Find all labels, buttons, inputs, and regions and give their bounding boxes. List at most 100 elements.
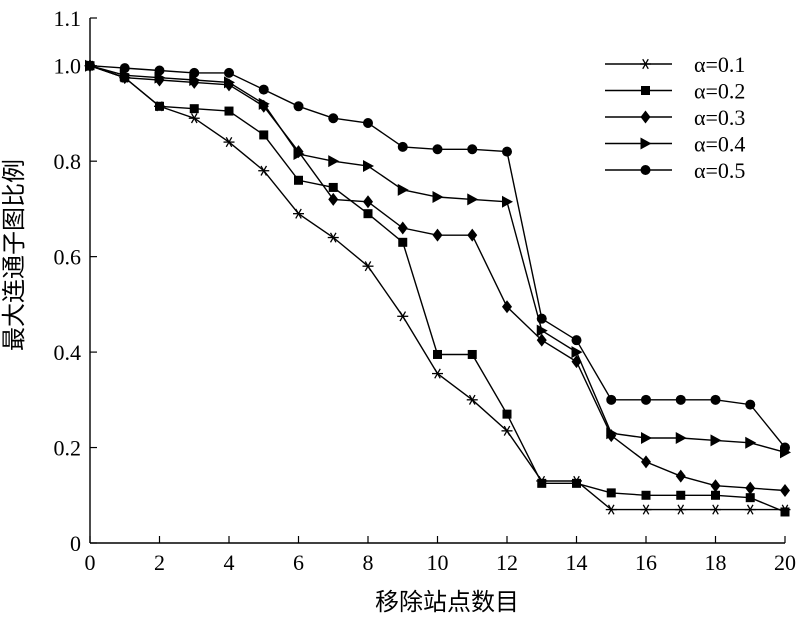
legend-item: α=0.3 (605, 105, 745, 130)
data-point (710, 504, 721, 515)
data-point (780, 507, 790, 517)
data-point (675, 432, 687, 444)
data-point (294, 175, 303, 185)
data-point (258, 165, 270, 176)
data-point (188, 113, 200, 124)
data-point (467, 349, 477, 359)
data-point (710, 394, 721, 405)
data-point (780, 442, 790, 453)
data-point (502, 300, 512, 314)
data-point (536, 324, 548, 337)
data-point (189, 67, 200, 78)
data-point (606, 427, 618, 440)
legend-label: α=0.1 (694, 52, 745, 77)
data-point (363, 195, 373, 209)
data-point (467, 144, 478, 155)
x-tick-label: 8 (363, 550, 374, 575)
x-tick-label: 0 (85, 550, 96, 575)
data-point (85, 60, 95, 71)
data-point (466, 394, 478, 405)
series-line (89, 65, 786, 448)
data-point (258, 84, 269, 95)
data-point (710, 479, 721, 493)
legend-marker (640, 58, 651, 70)
legend-marker (641, 86, 650, 95)
legend-item: α=0.4 (605, 132, 745, 157)
data-point (397, 221, 408, 235)
data-point (328, 192, 339, 206)
data-point (641, 490, 651, 500)
x-tick-label: 16 (635, 550, 657, 575)
legend-label: α=0.4 (694, 132, 745, 157)
data-point (224, 76, 235, 89)
legend-marker (640, 110, 651, 124)
series-3 (85, 59, 790, 497)
data-point (119, 63, 130, 74)
legend-item: α=0.1 (605, 52, 745, 77)
y-tick-label: 0.2 (54, 436, 82, 461)
data-point (641, 432, 652, 444)
legend-marker (640, 137, 652, 150)
data-point (745, 436, 757, 449)
data-point (571, 335, 582, 346)
data-point (432, 228, 443, 242)
x-tick-label: 20 (774, 550, 796, 575)
data-point (432, 190, 444, 203)
y-tick-label: 1.0 (54, 54, 82, 79)
data-point (606, 394, 617, 405)
series-line (89, 65, 785, 511)
data-point (362, 261, 374, 272)
data-point (536, 313, 547, 324)
data-point (744, 504, 756, 515)
data-point (433, 349, 442, 359)
data-point (675, 504, 687, 515)
series-line (89, 65, 786, 453)
data-point (571, 346, 583, 359)
data-point (397, 311, 409, 322)
data-point (537, 478, 547, 488)
data-point (710, 434, 722, 447)
data-point (745, 493, 755, 503)
data-point (258, 97, 270, 110)
x-tick-label: 12 (496, 550, 518, 575)
legend-item: α=0.5 (605, 158, 745, 183)
data-point (641, 455, 651, 469)
axes: 0 2 4 6 8 10 12 14 16 18 20 0 0.2 0.4 0.6 0.8 1.0 1.1 (54, 6, 797, 575)
data-point (432, 368, 443, 379)
series-5 (85, 60, 790, 453)
legend: α=0.1α=0.2α=0.3α=0.4α=0.5 (605, 52, 745, 183)
data-point (293, 101, 304, 112)
data-point (398, 237, 408, 247)
series-4 (85, 59, 791, 459)
series-2 (85, 61, 790, 517)
data-point (363, 159, 374, 172)
data-point (293, 148, 305, 161)
legend-label: α=0.5 (694, 158, 745, 183)
series-layer (84, 59, 791, 517)
data-point (605, 504, 617, 515)
data-point (641, 394, 651, 405)
data-point (327, 232, 339, 243)
legend-item: α=0.2 (605, 79, 745, 104)
data-point (328, 155, 340, 168)
data-point (745, 399, 756, 410)
data-point (502, 195, 513, 208)
data-point (640, 504, 652, 515)
data-point (397, 183, 409, 196)
data-point (780, 484, 790, 497)
data-point (154, 65, 165, 76)
x-tick-label: 2 (154, 550, 165, 575)
data-point (397, 141, 408, 152)
data-point (155, 101, 164, 111)
data-point (293, 208, 304, 219)
legend-marker (640, 165, 651, 175)
data-point (259, 130, 269, 140)
data-point (502, 146, 512, 157)
data-point (572, 478, 581, 488)
legend-label: α=0.3 (694, 105, 745, 130)
data-point (467, 228, 478, 242)
x-tick-label: 6 (293, 550, 304, 575)
data-point (606, 488, 616, 498)
x-axis-label: 移除站点数目 (375, 588, 519, 616)
y-tick-label: 0.8 (54, 149, 82, 174)
